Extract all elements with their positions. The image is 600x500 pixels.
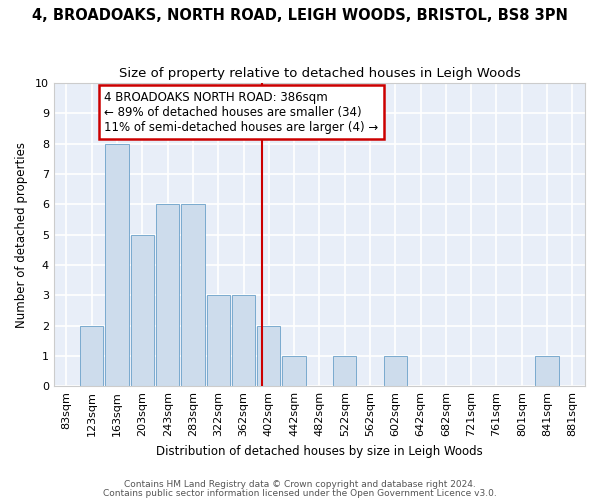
Bar [206,295,230,386]
Bar [283,356,306,386]
Bar [80,326,103,386]
Text: 4, BROADOAKS, NORTH ROAD, LEIGH WOODS, BRISTOL, BS8 3PN: 4, BROADOAKS, NORTH ROAD, LEIGH WOODS, B… [32,8,568,22]
Title: Size of property relative to detached houses in Leigh Woods: Size of property relative to detached ho… [119,68,520,80]
Bar [383,356,407,386]
X-axis label: Distribution of detached houses by size in Leigh Woods: Distribution of detached houses by size … [156,444,483,458]
Text: Contains HM Land Registry data © Crown copyright and database right 2024.: Contains HM Land Registry data © Crown c… [124,480,476,489]
Bar [232,295,255,386]
Bar [156,204,179,386]
Bar [106,144,128,386]
Text: 4 BROADOAKS NORTH ROAD: 386sqm
← 89% of detached houses are smaller (34)
11% of : 4 BROADOAKS NORTH ROAD: 386sqm ← 89% of … [104,90,379,134]
Y-axis label: Number of detached properties: Number of detached properties [15,142,28,328]
Bar [333,356,356,386]
Bar [131,234,154,386]
Text: Contains public sector information licensed under the Open Government Licence v3: Contains public sector information licen… [103,488,497,498]
Bar [257,326,280,386]
Bar [181,204,205,386]
Bar [535,356,559,386]
